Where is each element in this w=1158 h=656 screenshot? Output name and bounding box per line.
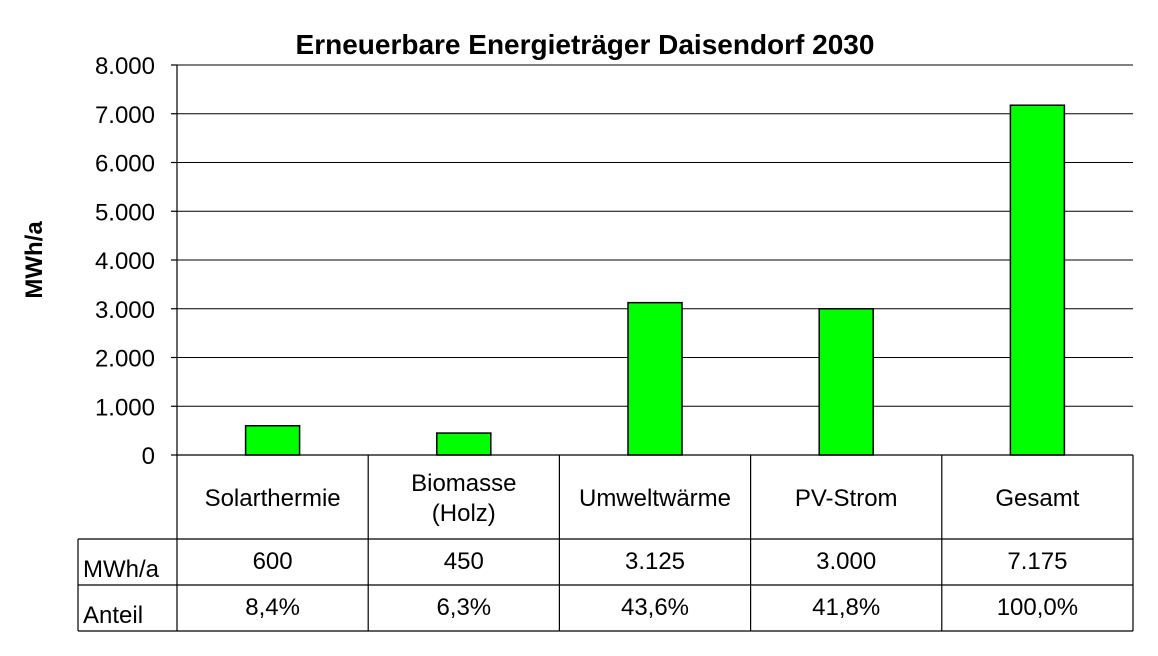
table-row-label: MWh/a (83, 556, 160, 583)
table-cell: 600 (253, 548, 293, 575)
table-cell: 3.000 (816, 548, 876, 575)
y-tick-label: 3.000 (95, 297, 155, 324)
table-cell: 6,3% (436, 594, 491, 621)
y-tick-label: 7.000 (95, 102, 155, 129)
y-tick-label: 1.000 (95, 394, 155, 421)
y-tick-label: 4.000 (95, 248, 155, 275)
category-label: PV-Strom (795, 485, 898, 512)
category-label: Umweltwärme (579, 485, 731, 512)
table-cell: 3.125 (625, 548, 685, 575)
bar (818, 308, 874, 456)
bar (436, 432, 492, 456)
table-cell: 43,6% (621, 594, 689, 621)
category-label: Gesamt (995, 485, 1079, 512)
y-tick-label: 6.000 (95, 151, 155, 178)
y-tick-label: 2.000 (95, 346, 155, 373)
table-cell: 41,8% (812, 594, 880, 621)
table-cell: 8,4% (245, 594, 300, 621)
table-cell: 7.175 (1007, 548, 1067, 575)
bar (1009, 104, 1066, 456)
chart-title: Erneuerbare Energieträger Daisendorf 203… (296, 29, 875, 60)
y-axis-label: MWh/a (21, 221, 48, 299)
table-cell: 450 (444, 548, 484, 575)
bar (244, 425, 301, 456)
y-tick-label: 0 (142, 443, 155, 470)
y-tick-label: 5.000 (95, 199, 155, 226)
bar (627, 301, 683, 456)
y-tick-label: 8.000 (95, 53, 155, 80)
category-label: Biomasse (Holz) (411, 470, 516, 527)
category-label: Solarthermie (205, 485, 341, 512)
table-cell: 100,0% (997, 594, 1078, 621)
table-row-label: Anteil (83, 602, 143, 629)
